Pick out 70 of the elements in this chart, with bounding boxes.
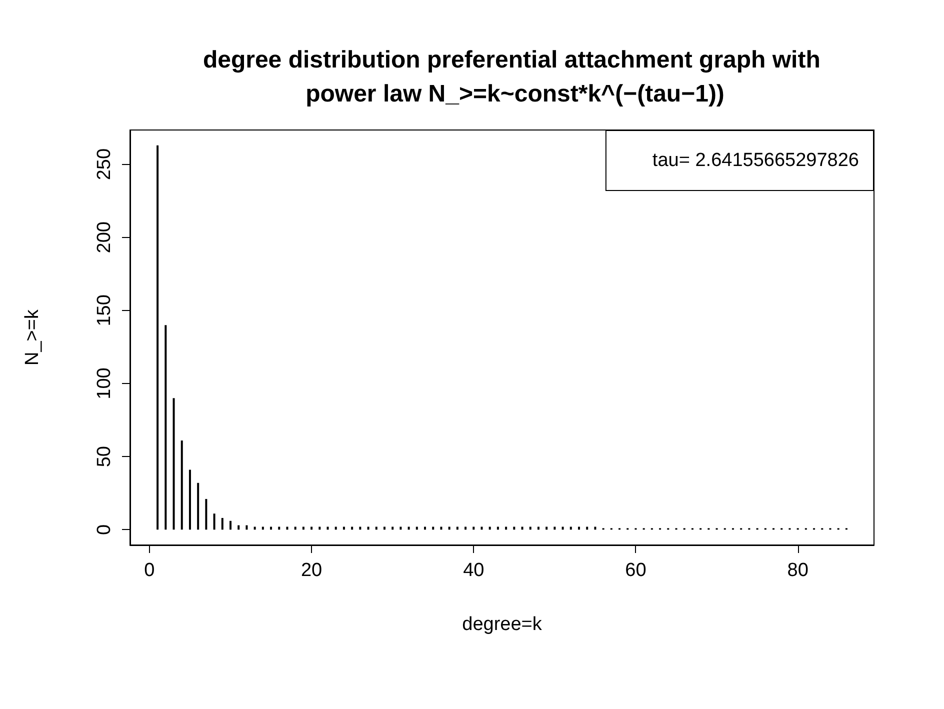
bar — [246, 525, 248, 530]
bar — [286, 526, 288, 530]
y-tick-label: 150 — [94, 294, 115, 326]
bar — [302, 526, 304, 530]
bar — [578, 526, 580, 530]
bar — [375, 526, 378, 530]
y-tick-label: 200 — [94, 222, 115, 254]
bar — [546, 526, 548, 530]
y-tick-label: 250 — [94, 148, 115, 180]
bar — [197, 482, 200, 530]
bar — [448, 526, 450, 530]
bar — [586, 526, 588, 530]
bar — [424, 526, 426, 530]
bar — [270, 526, 272, 530]
x-axis-title: degree=k — [462, 614, 542, 635]
bar — [513, 526, 516, 530]
bar — [221, 518, 224, 530]
bar — [440, 526, 442, 530]
bar — [367, 526, 370, 530]
y-tick-label: 100 — [94, 368, 115, 400]
bar — [326, 526, 329, 530]
bar — [594, 526, 596, 530]
bar — [278, 526, 280, 530]
bar — [213, 514, 216, 530]
bar — [400, 526, 402, 530]
bar — [456, 526, 458, 530]
y-tick-label: 50 — [94, 446, 115, 468]
y-tick-label: 0 — [94, 524, 115, 535]
bar — [172, 398, 175, 530]
bar — [310, 526, 313, 530]
bar — [238, 525, 240, 530]
x-tick-label: 40 — [463, 560, 484, 581]
bar — [318, 526, 321, 530]
bar — [480, 526, 483, 530]
bar — [342, 526, 345, 530]
bar — [488, 526, 491, 530]
bar — [383, 526, 386, 530]
bar — [554, 526, 556, 530]
chart-title: degree distribution preferential attachment graph with power law N_>=k~const*k^(−(tau−1)) — [202, 46, 828, 108]
bar — [432, 526, 434, 530]
bar — [392, 526, 394, 530]
bar — [180, 440, 183, 530]
bar — [570, 526, 572, 530]
x-tick-label: 60 — [625, 560, 646, 581]
bar — [537, 526, 540, 530]
bar — [464, 526, 467, 530]
bar — [294, 526, 296, 530]
bar — [562, 526, 564, 530]
x-tick-label: 80 — [787, 560, 808, 581]
bar — [229, 520, 232, 530]
bar — [529, 526, 532, 530]
bar — [472, 526, 475, 530]
bar — [496, 526, 499, 530]
y-axis-title: N_>=k — [22, 309, 43, 366]
x-tick-label: 0 — [144, 560, 155, 581]
bar — [521, 526, 524, 530]
bar — [164, 325, 167, 530]
x-tick-label: 20 — [300, 560, 322, 581]
bar — [156, 145, 159, 530]
bar — [205, 498, 208, 530]
bar — [351, 526, 354, 530]
bar — [408, 526, 410, 530]
bar — [254, 526, 256, 530]
bar — [359, 526, 362, 530]
bar — [505, 526, 508, 530]
bar — [188, 470, 191, 530]
bar — [262, 526, 264, 530]
bar — [334, 526, 337, 530]
annotation: tau= 2.64155665297826 — [652, 150, 860, 171]
bar — [416, 526, 418, 530]
